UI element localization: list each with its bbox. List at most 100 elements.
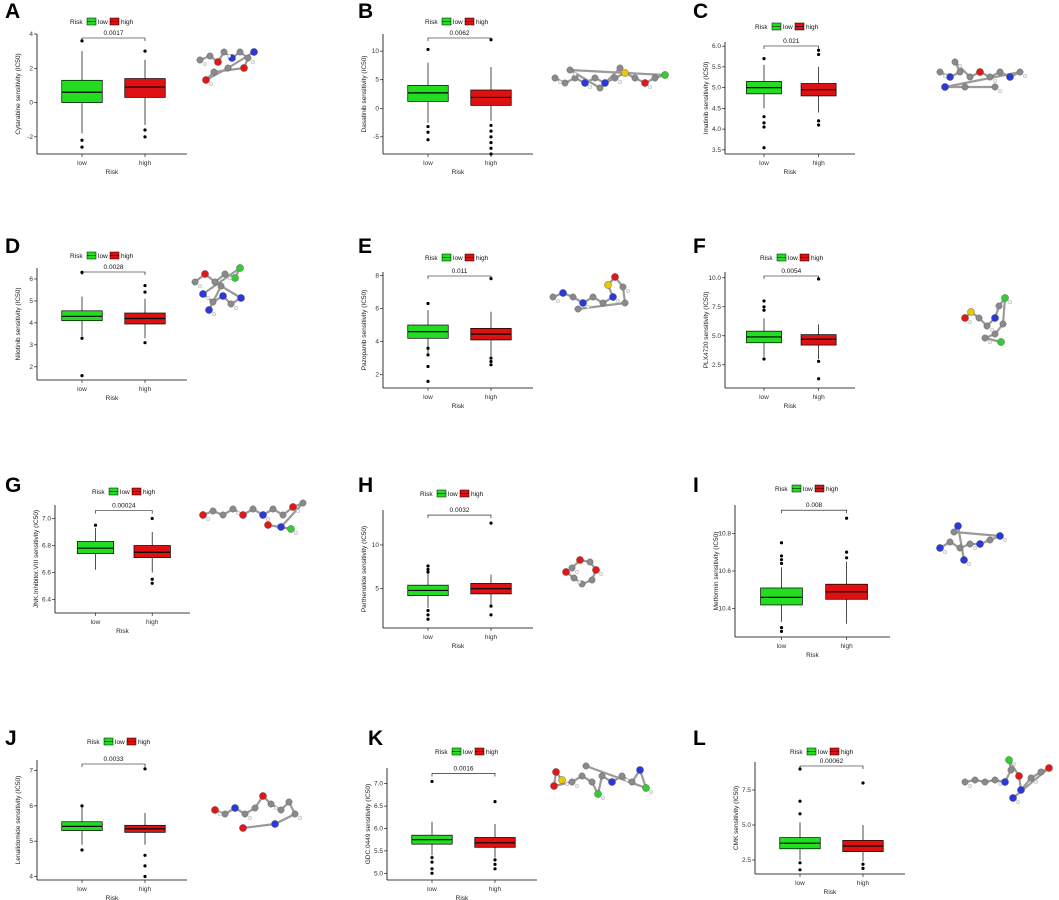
atom bbox=[229, 505, 237, 513]
atom bbox=[211, 806, 219, 814]
outlier-point bbox=[426, 346, 430, 350]
atom-h bbox=[565, 782, 570, 787]
p-value-label: 0.0054 bbox=[781, 268, 801, 275]
panel-a: A Risk low high -2 0 2 4 Cytarabine sensitivity … bbox=[5, 0, 187, 176]
atom bbox=[594, 790, 602, 798]
atom bbox=[277, 523, 285, 531]
outlier-point bbox=[762, 305, 766, 309]
outlier-point bbox=[762, 146, 766, 150]
y-tick-label: 0 bbox=[29, 100, 33, 107]
outlier-point bbox=[489, 140, 493, 145]
atom bbox=[946, 538, 954, 546]
outlier-point bbox=[143, 283, 147, 288]
y-tick-label: 10.0 bbox=[708, 275, 721, 282]
legend: Risk low high bbox=[70, 17, 134, 26]
atom-h bbox=[943, 73, 948, 78]
significance-bracket bbox=[81, 763, 146, 767]
atom bbox=[950, 528, 958, 536]
atom bbox=[568, 778, 576, 786]
molecule-structure-image-l bbox=[961, 756, 1053, 805]
atom bbox=[1017, 786, 1025, 794]
x-tick-label-high: high bbox=[812, 394, 825, 401]
atom bbox=[936, 544, 944, 552]
outlier-point bbox=[817, 119, 821, 123]
outlier-point bbox=[762, 121, 766, 125]
atom bbox=[561, 79, 569, 87]
bond bbox=[280, 502, 304, 528]
outlier-point bbox=[779, 625, 784, 630]
outlier-point bbox=[762, 357, 766, 361]
outlier-point bbox=[489, 604, 493, 608]
outlier-point bbox=[779, 541, 784, 545]
box-low bbox=[61, 39, 103, 149]
outlier-point bbox=[489, 123, 493, 128]
panel-label: C bbox=[693, 0, 708, 23]
panel-label: K bbox=[368, 727, 383, 750]
atom bbox=[636, 766, 644, 774]
box-high bbox=[470, 277, 512, 367]
atom bbox=[210, 68, 218, 76]
p-value-label: 0.00024 bbox=[112, 503, 136, 510]
atom bbox=[199, 511, 207, 519]
y-tick-label: -5 bbox=[373, 134, 379, 141]
panel-label: L bbox=[693, 727, 706, 750]
bond bbox=[242, 822, 276, 830]
atom bbox=[269, 505, 277, 513]
atom bbox=[558, 776, 566, 784]
atom bbox=[588, 576, 596, 584]
atom bbox=[621, 299, 629, 307]
x-axis-label: Risk bbox=[452, 403, 465, 410]
y-tick-label: 4.0 bbox=[712, 126, 721, 133]
y-tick-label: 10 bbox=[372, 48, 380, 55]
y-axis-label: PLX4720 sensitivity (IC50) bbox=[703, 292, 710, 369]
atom bbox=[983, 322, 991, 330]
y-tick-label: 7.0 bbox=[374, 781, 383, 788]
y-tick-label: 5 bbox=[375, 586, 379, 593]
legend-title: Risk bbox=[87, 739, 100, 746]
atom bbox=[201, 270, 209, 278]
molecule-structure-image-f bbox=[961, 294, 1013, 346]
outlier-point bbox=[143, 135, 147, 139]
x-tick-label-low: low bbox=[77, 886, 87, 893]
atom bbox=[1005, 756, 1013, 764]
x-tick-label-high: high bbox=[139, 386, 152, 393]
legend-title: Risk bbox=[70, 253, 83, 260]
atom bbox=[608, 778, 616, 786]
x-tick-label-high: high bbox=[489, 886, 502, 893]
outlier-point bbox=[798, 799, 802, 803]
outlier-point bbox=[817, 123, 821, 127]
atom bbox=[581, 79, 589, 87]
legend: Risk low high bbox=[775, 484, 839, 493]
p-value-label: 0.0028 bbox=[104, 264, 124, 271]
box-body bbox=[133, 545, 171, 558]
bond bbox=[569, 68, 666, 77]
significance-bracket bbox=[427, 37, 492, 41]
atom bbox=[991, 776, 999, 784]
y-tick-label: 10.8 bbox=[718, 530, 731, 537]
y-tick-label: 2.5 bbox=[742, 857, 751, 864]
outlier-point bbox=[426, 138, 430, 142]
box-high bbox=[124, 767, 166, 879]
atom bbox=[971, 776, 979, 784]
atom bbox=[589, 293, 597, 301]
molecule-structure-image-e bbox=[549, 273, 631, 313]
atom-h bbox=[1008, 300, 1013, 305]
outlier-point bbox=[143, 874, 147, 879]
x-tick-label-high: high bbox=[840, 643, 853, 650]
y-tick-label: 6.8 bbox=[42, 543, 51, 550]
outlier-point bbox=[426, 130, 430, 134]
atom bbox=[574, 305, 582, 313]
outlier-point bbox=[845, 550, 849, 554]
y-tick-label: 4 bbox=[29, 31, 33, 38]
atom-h bbox=[226, 54, 231, 59]
atom-h bbox=[575, 784, 580, 789]
box-high bbox=[474, 800, 516, 871]
legend: Risk low high bbox=[92, 487, 156, 496]
p-value-label: 0.00062 bbox=[820, 758, 844, 765]
atom-h bbox=[1023, 73, 1028, 78]
box-low bbox=[61, 270, 103, 378]
outlier-point bbox=[430, 860, 434, 864]
atom-h bbox=[990, 328, 995, 333]
legend-label-low: low bbox=[453, 255, 463, 262]
x-axis-label: Risk bbox=[106, 395, 119, 402]
